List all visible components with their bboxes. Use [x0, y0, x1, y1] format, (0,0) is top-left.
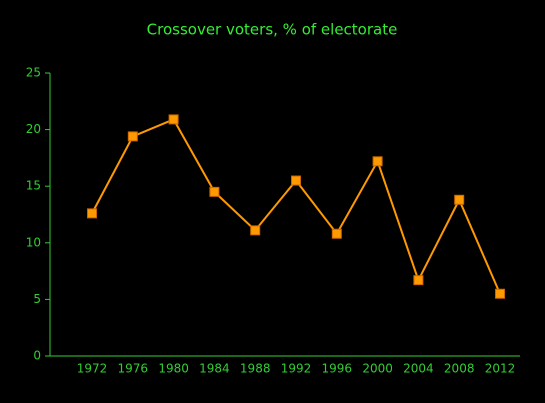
y-tick-label: 10	[26, 235, 41, 249]
x-tick-label: 2000	[362, 362, 393, 376]
point-marker	[168, 114, 179, 125]
point-marker	[127, 131, 138, 142]
point-marker	[209, 186, 220, 197]
point-marker	[250, 225, 261, 236]
y-tick-label: 5	[33, 292, 41, 306]
point-marker	[454, 194, 465, 205]
y-tick-label: 25	[26, 66, 41, 80]
x-tick-label: 1972	[77, 362, 108, 376]
x-tick-label: 1988	[240, 362, 271, 376]
x-tick-label: 1976	[118, 362, 149, 376]
point-marker	[413, 275, 424, 286]
point-marker	[495, 288, 505, 299]
x-tick-label: 2012	[485, 362, 516, 376]
y-tick-label: 15	[26, 179, 41, 193]
x-tick-label: 1992	[281, 362, 312, 376]
x-tick-label: 2004	[403, 362, 434, 376]
y-tick-label: 20	[26, 122, 41, 136]
y-tick-label: 0	[33, 349, 41, 363]
series-line	[91, 118, 501, 295]
x-tick-label: 1996	[322, 362, 353, 376]
x-tick-label: 2008	[444, 362, 475, 376]
x-tick-label: 1980	[158, 362, 189, 376]
point-marker	[372, 156, 383, 167]
point-marker	[331, 228, 342, 239]
x-tick-label: 1984	[199, 362, 230, 376]
point-marker	[87, 208, 97, 219]
point-marker	[291, 175, 301, 186]
chart-title: Crossover voters, % of electorate	[147, 21, 398, 39]
